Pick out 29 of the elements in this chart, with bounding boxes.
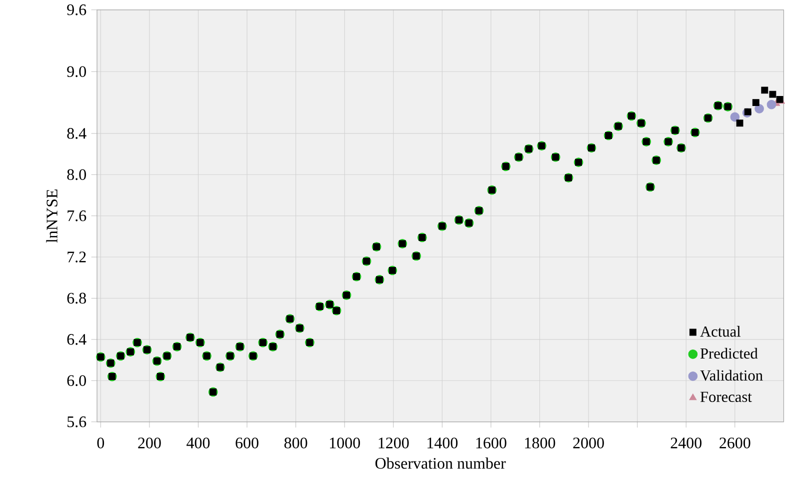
legend-label: Forecast (700, 392, 752, 402)
x-tick-label: 2400 (670, 438, 702, 448)
x-tick-label: 1000 (330, 438, 360, 448)
y-tick-label: 5.6 (68, 416, 86, 428)
y-tick-label: 6.4 (67, 334, 86, 345)
y-tick-label: 9.6 (67, 4, 86, 16)
y-tick-label: 7.6 (68, 210, 86, 222)
x-tick-label: 400 (186, 438, 210, 448)
x-tick-label: 2000 (573, 438, 604, 448)
x-tick-label: 1600 (476, 438, 506, 448)
x-tick-label: 0 (97, 438, 104, 448)
x-tick-label: 1400 (428, 438, 458, 448)
legend-label: Actual (700, 326, 741, 337)
x-tick-label: 200 (138, 438, 161, 448)
y-axis-title: lnNYSE (46, 190, 58, 243)
y-tick-label: 7.2 (68, 252, 86, 263)
legend-label: Predicted (700, 348, 758, 359)
x-tick-label: 2600 (720, 438, 750, 448)
x-tick-label: 600 (236, 438, 258, 448)
x-tick-label: 1800 (525, 438, 556, 448)
y-tick-label: 6.8 (67, 292, 86, 304)
x-tick-label: 800 (284, 438, 308, 448)
y-tick-label: 6.0 (67, 375, 86, 386)
y-tick-label: 8.4 (67, 128, 86, 139)
x-axis-title: Observation number (375, 458, 506, 469)
y-tick-label: 9.0 (67, 66, 86, 78)
x-tick-label: 1200 (378, 438, 409, 448)
y-tick-label: 8.0 (67, 169, 86, 180)
legend-label: Validation (700, 370, 763, 381)
